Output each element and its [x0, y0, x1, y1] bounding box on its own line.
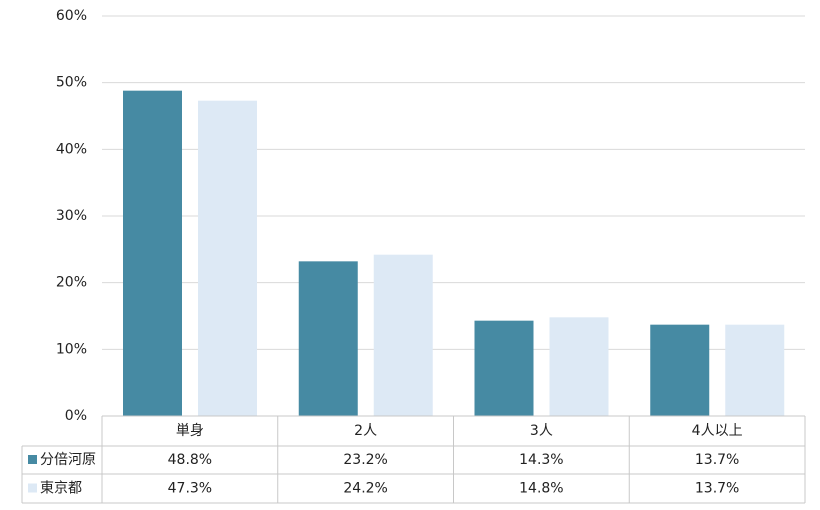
y-tick-label: 0% [65, 408, 87, 424]
y-tick-label: 10% [56, 341, 87, 357]
table-value: 48.8% [168, 452, 212, 468]
table-value: 24.2% [343, 481, 387, 497]
y-tick-label: 60% [56, 8, 87, 24]
bar [725, 324, 785, 416]
legend-swatch [28, 483, 37, 493]
bar [123, 90, 182, 417]
bar [650, 324, 710, 416]
bar [549, 317, 609, 416]
table-value: 13.7% [695, 481, 739, 497]
x-tick-label: 単身 [176, 423, 204, 439]
y-tick-label: 40% [56, 141, 87, 157]
legend-label: 分倍河原 [40, 452, 96, 468]
legend-swatch [28, 455, 37, 464]
x-tick-label: 3人 [530, 423, 553, 439]
table-value: 13.7% [695, 452, 739, 468]
table-value: 14.8% [519, 481, 563, 497]
bar [474, 320, 534, 416]
legend-label: 東京都 [40, 481, 82, 497]
table-value: 14.3% [519, 452, 563, 468]
bar [373, 254, 433, 416]
table-value: 23.2% [343, 452, 387, 468]
y-tick-label: 30% [56, 208, 87, 224]
bar [198, 100, 257, 417]
bar [298, 261, 358, 416]
y-tick-label: 20% [56, 275, 87, 291]
table-value: 47.3% [168, 481, 212, 497]
y-tick-label: 50% [56, 75, 87, 91]
x-tick-label: 2人 [354, 423, 377, 439]
x-tick-label: 4人以上 [692, 423, 743, 439]
